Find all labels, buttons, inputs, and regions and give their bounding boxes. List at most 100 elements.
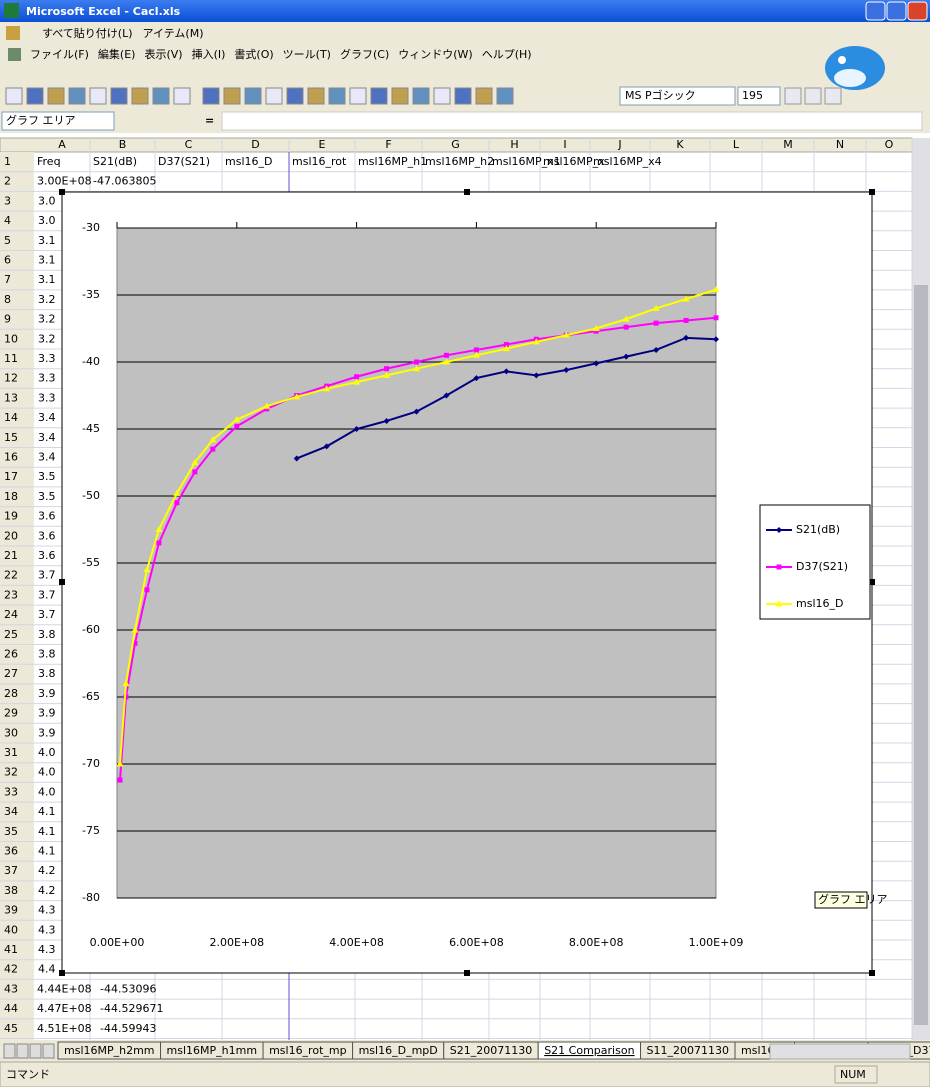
paste-icon [6,26,20,40]
menu-item[interactable]: ヘルプ(H) [482,48,532,61]
format-button[interactable] [824,87,842,105]
cell: 3.4 [38,411,56,424]
toolbar-button[interactable] [454,87,472,105]
sheet-tab[interactable]: msl16_D_mpD [352,1041,445,1060]
data-point [264,406,270,412]
toolbar-button[interactable] [89,87,107,105]
row-header: 23 [4,588,18,601]
toolbar-button[interactable] [433,87,451,105]
data-point [682,295,690,302]
status-mode: コマンド [6,1068,50,1081]
menu-item[interactable]: 表示(V) [144,47,182,61]
paste-all[interactable]: すべて貼り付け(L) [42,26,133,40]
column-header: F [385,138,391,151]
sheet-tab[interactable]: msl16_rot_mp [262,1041,354,1060]
toolbar-button[interactable] [110,87,128,105]
cell: 3.7 [38,588,56,601]
data-point [323,443,330,450]
toolbar-button[interactable] [202,87,220,105]
toolbar-button[interactable] [307,87,325,105]
cell: 3.5 [38,490,56,503]
cell: 3.8 [38,628,56,641]
row-header: 34 [4,805,18,818]
toolbar-button[interactable] [244,87,262,105]
data-point [354,374,360,380]
sheet-tab[interactable]: S11_20071130 [640,1041,736,1060]
tab-nav-button[interactable] [16,1043,29,1059]
cell: 3.2 [38,332,56,345]
toolbar-button[interactable] [349,87,367,105]
data-point [233,416,241,423]
data-point [192,469,198,475]
data-point [473,375,480,382]
row-header: 28 [4,687,18,700]
menu-item[interactable]: ファイル(F) [30,48,89,61]
toolbar-button[interactable] [475,87,493,105]
row-header: 33 [4,785,18,798]
minimize-button[interactable] [865,1,886,21]
menu-item[interactable]: ウィンドウ(W) [398,48,472,61]
data-point [384,366,390,372]
menu-item[interactable]: グラフ(C) [340,47,389,61]
data-point [413,365,420,372]
toolbar-button[interactable] [26,87,44,105]
menu-item[interactable]: ツール(T) [283,48,331,61]
toolbar-button[interactable] [265,87,283,105]
cell: 3.8 [38,648,56,661]
scroll-thumb[interactable] [914,285,928,1025]
items-menu[interactable]: アイテム(M) [143,27,204,40]
menu-item[interactable]: 編集(E) [98,47,136,61]
cell: Freq [37,155,61,168]
tab-nav-button[interactable] [42,1043,55,1059]
toolbar-button[interactable] [286,87,304,105]
sheet-tab[interactable]: S21_20071130 [443,1041,539,1060]
toolbar-button[interactable] [412,87,430,105]
sheet-tab[interactable]: msl16MP_h1mm [160,1041,264,1060]
data-point [473,347,479,353]
toolbar-button[interactable] [152,87,170,105]
toolbar-button[interactable] [173,87,191,105]
toolbar-button[interactable] [131,87,149,105]
menu-item[interactable]: 書式(O) [234,47,273,61]
size-box[interactable] [737,86,781,106]
format-button[interactable] [784,87,802,105]
row-header: 15 [4,431,18,444]
name-box[interactable] [1,111,115,131]
row-header: 30 [4,726,18,739]
data-point [414,359,419,365]
font-box[interactable] [619,86,736,106]
sheet-tab[interactable]: S21 Comparison [537,1041,642,1060]
toolbar-button[interactable] [496,87,514,105]
column-header: J [617,138,621,151]
toolbar-button[interactable] [328,87,346,105]
legend-marker [776,527,782,533]
maximize-button[interactable] [886,1,907,21]
y-tick-label: -60 [82,623,100,636]
menu-item[interactable]: 挿入(I) [192,47,226,61]
toolbar-button[interactable] [68,87,86,105]
format-button[interactable] [804,87,822,105]
data-point [712,286,720,293]
sheet-tab[interactable]: msl16MP_h2mm [57,1041,162,1060]
legend-label: D37(S21) [796,560,848,573]
tab-nav-button[interactable] [29,1043,42,1059]
cell: 3.0 [38,194,56,207]
y-tick-label: -35 [82,288,100,301]
horizontal-scrollbar[interactable] [769,1043,911,1060]
y-tick-label: -45 [82,422,100,435]
x-tick-label: 0.00E+00 [90,936,145,949]
row-header: 18 [4,490,18,503]
tab-nav-button[interactable] [3,1043,16,1059]
chart-tooltip-text: グラフ エリア [818,892,888,906]
toolbar-button[interactable] [47,87,65,105]
toolbar-button[interactable] [223,87,241,105]
data-point [413,408,420,415]
cell: 4.3 [38,904,56,917]
toolbar-button[interactable] [5,87,23,105]
chart-tooltip [814,891,868,909]
close-button[interactable] [907,1,928,21]
toolbar-button[interactable] [370,87,388,105]
data-point [173,489,181,496]
data-point [174,500,180,506]
toolbar-button[interactable] [391,87,409,105]
